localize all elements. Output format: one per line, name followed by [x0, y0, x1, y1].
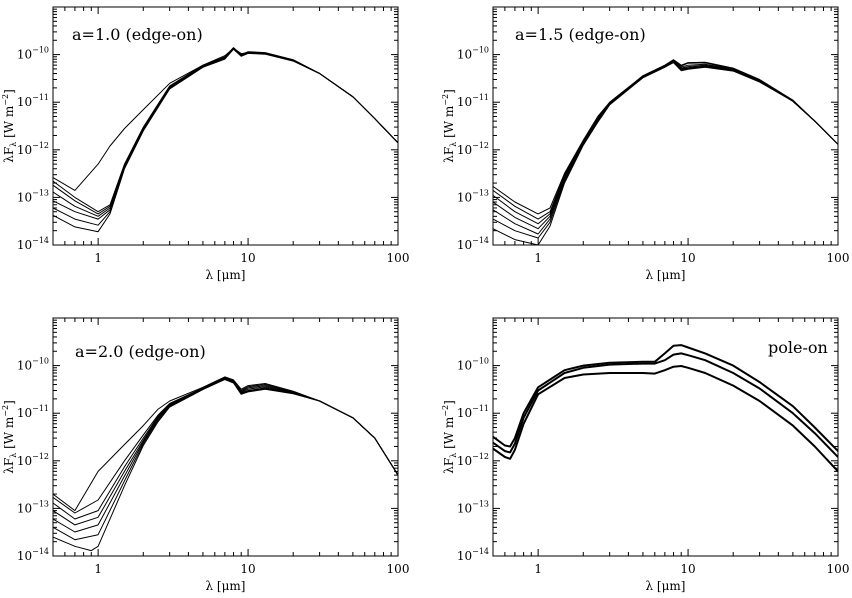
y-tick-label: 10−11	[17, 93, 49, 109]
y-tick-label: 10−13	[17, 499, 49, 515]
y-tick-label: 10−10	[17, 357, 49, 373]
series-line-7	[53, 48, 398, 233]
y-tick-label: 10−12	[457, 452, 489, 468]
plot-frame	[52, 317, 399, 557]
x-axis-label: λ [μm]	[646, 268, 686, 282]
plot-frame	[492, 6, 839, 246]
series-group	[493, 59, 838, 245]
series-line-3	[493, 365, 838, 473]
series-line-4	[53, 377, 398, 526]
series-line-1	[493, 344, 838, 452]
y-axis-label: λFλ [W m−2]	[441, 89, 458, 163]
y-axis-label: λFλ [W m−2]	[1, 400, 18, 474]
series-line-7	[53, 379, 398, 552]
plot-frame	[52, 6, 399, 246]
series-group	[53, 47, 398, 233]
series-group	[53, 376, 398, 552]
panel-title: pole-on	[768, 338, 828, 357]
x-tick-label: 1	[94, 251, 102, 265]
x-axis-label: λ [μm]	[206, 268, 246, 282]
y-tick-label: 10−12	[17, 452, 49, 468]
series-line-7	[493, 62, 838, 245]
panel-title: a=1.0 (edge-on)	[72, 25, 203, 44]
y-tick-label: 10−12	[457, 141, 489, 157]
x-tick-label: 1	[94, 562, 102, 576]
series-line-1	[493, 59, 838, 215]
x-tick-label: 10	[680, 562, 695, 576]
x-tick-label: 10	[240, 562, 255, 576]
panel-a20-edge-on: a=2.0 (edge-on) λ [μm] 1 10 100 10−14 10−13 1…	[1, 317, 410, 593]
x-tick-label: 1	[534, 251, 542, 265]
x-axis-label: λ [μm]	[646, 579, 686, 593]
y-tick-label: 10−10	[457, 357, 489, 373]
series-line-5	[53, 378, 398, 533]
series-line-4	[53, 47, 398, 217]
x-tick-label: 10	[680, 251, 695, 265]
x-axis-label: λ [μm]	[206, 579, 246, 593]
y-tick-label: 10−13	[17, 188, 49, 204]
panel-pole-on: pole-on λ [μm] 1 10 100 10−14 10−13 10−12 10−1…	[441, 317, 850, 593]
y-tick-label: 10−14	[457, 547, 489, 563]
y-tick-label: 10−11	[457, 93, 489, 109]
series-line-4	[493, 60, 838, 230]
x-tick-label: 100	[827, 562, 850, 576]
panel-title: a=2.0 (edge-on)	[75, 342, 206, 361]
panel-title: a=1.5 (edge-on)	[515, 25, 646, 44]
y-tick-label: 10−12	[17, 141, 49, 157]
y-tick-label: 10−11	[457, 404, 489, 420]
y-tick-label: 10−10	[457, 46, 489, 62]
x-tick-label: 10	[240, 251, 255, 265]
series-line-6	[53, 48, 398, 226]
x-tick-label: 100	[387, 251, 410, 265]
panel-a15-edge-on: a=1.5 (edge-on) λ [μm] 1 10 100 10−14 10−13 1…	[441, 6, 850, 282]
y-tick-label: 10−11	[17, 404, 49, 420]
y-axis-label: λFλ [W m−2]	[441, 400, 458, 474]
series-line-5	[53, 48, 398, 220]
series-group	[493, 344, 838, 473]
series-line-5	[493, 60, 838, 235]
plot-frame	[492, 317, 839, 557]
y-tick-label: 10−14	[17, 236, 49, 252]
y-tick-label: 10−14	[17, 547, 49, 563]
panel-a1-edge-on: a=1.0 (edge-on) λ [μm] 1 10 100 10−14 10−13 1…	[1, 6, 410, 282]
series-line-2	[53, 47, 398, 213]
series-line-2	[493, 59, 838, 220]
series-line-6	[493, 61, 838, 239]
series-line-2	[493, 352, 838, 458]
series-line-1	[53, 47, 398, 191]
x-tick-label: 100	[387, 562, 410, 576]
series-line-2	[53, 377, 398, 514]
y-tick-label: 10−13	[457, 499, 489, 515]
y-tick-label: 10−10	[17, 46, 49, 62]
series-line-3	[53, 47, 398, 215]
y-tick-label: 10−13	[457, 188, 489, 204]
x-tick-label: 100	[827, 251, 850, 265]
series-line-3	[53, 377, 398, 520]
x-tick-label: 1	[534, 562, 542, 576]
series-line-6	[53, 378, 398, 541]
y-axis-label: λFλ [W m−2]	[1, 89, 18, 163]
y-tick-label: 10−14	[457, 236, 489, 252]
series-line-3	[493, 60, 838, 225]
